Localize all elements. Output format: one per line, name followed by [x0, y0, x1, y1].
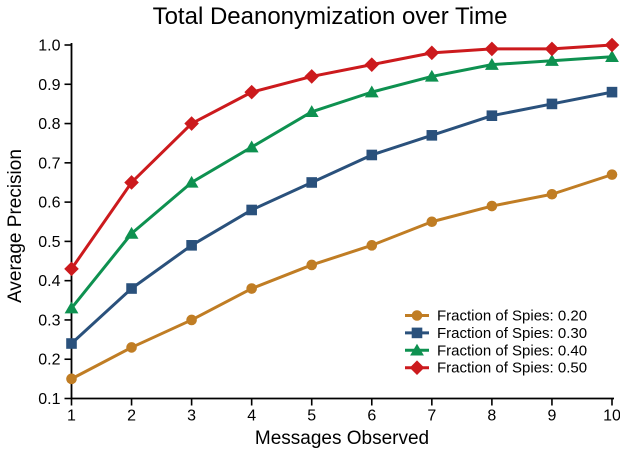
data-point-triangle [304, 105, 319, 117]
y-tick-label: 0.9 [38, 77, 60, 94]
data-point-diamond [424, 45, 440, 61]
data-point-circle [426, 216, 438, 228]
data-point-square [246, 204, 257, 216]
legend-label: Fraction of Spies: 0.50 [437, 360, 587, 377]
legend-item: Fraction of Spies: 0.40 [405, 342, 587, 359]
data-point-circle [126, 342, 137, 353]
data-point-square [411, 327, 423, 339]
data-point-square [186, 240, 197, 251]
x-axis-ticks: 1 2 3 4 5 6 7 8 9 10 [67, 398, 620, 425]
data-point-triangle [64, 301, 79, 314]
data-point-triangle [605, 50, 619, 62]
series-0 [66, 169, 618, 385]
y-tick-label: 0.1 [38, 391, 60, 408]
data-point-circle [546, 188, 558, 200]
y-tick-label: 0.7 [38, 155, 60, 172]
x-tick-label: 7 [427, 408, 436, 425]
data-point-triangle [244, 140, 259, 153]
data-point-square [426, 130, 438, 141]
series-2 [64, 50, 619, 314]
chart-title: Total Deanonymization over Time [152, 3, 508, 30]
x-tick-label: 2 [127, 408, 136, 425]
legend-label: Fraction of Spies: 0.40 [437, 342, 587, 359]
data-point-square [126, 283, 137, 294]
data-point-square [546, 98, 558, 110]
data-point-circle [246, 283, 257, 294]
x-tick-label: 8 [487, 408, 496, 425]
data-point-circle [411, 310, 423, 321]
x-tick-label: 3 [187, 408, 196, 425]
data-point-triangle [424, 69, 439, 82]
data-point-triangle [410, 343, 424, 356]
data-point-circle [186, 314, 197, 326]
data-point-diamond [64, 261, 79, 277]
y-tick-label: 0.8 [38, 116, 60, 133]
data-point-diamond [124, 175, 139, 190]
x-tick-label: 10 [603, 408, 620, 425]
series-line [70, 43, 614, 271]
data-point-triangle [124, 226, 139, 239]
series-line [70, 55, 614, 310]
data-point-diamond [484, 41, 500, 57]
data-point-circle [306, 259, 318, 271]
data-point-triangle [484, 58, 499, 70]
data-point-triangle [364, 85, 379, 98]
data-point-diamond [604, 37, 620, 53]
legend-label: Fraction of Spies: 0.30 [437, 325, 587, 342]
data-point-square [486, 110, 498, 121]
series-1 [66, 86, 618, 349]
y-axis-label: Average Precision [5, 149, 26, 303]
series-line [70, 173, 614, 381]
x-axis-label: Messages Observed [254, 428, 430, 449]
data-point-square [366, 149, 378, 161]
data-point-triangle [545, 54, 559, 66]
data-point-diamond [409, 360, 425, 375]
y-tick-label: 0.5 [38, 234, 60, 251]
y-tick-label: 0.3 [38, 312, 60, 329]
legend-label: Fraction of Spies: 0.20 [437, 308, 587, 325]
y-tick-label: 1.0 [38, 38, 60, 55]
x-tick-label: 9 [547, 408, 556, 425]
data-point-diamond [304, 69, 320, 84]
data-point-diamond [364, 57, 380, 72]
series-3 [64, 37, 620, 277]
series-line [70, 90, 614, 346]
x-tick-label: 5 [307, 408, 316, 425]
y-tick-label: 0.6 [38, 195, 60, 212]
legend-item: Fraction of Spies: 0.20 [405, 308, 587, 325]
data-point-circle [606, 169, 618, 180]
x-tick-label: 6 [367, 408, 376, 425]
x-tick-label: 4 [247, 408, 256, 425]
data-point-diamond [544, 41, 560, 57]
data-point-triangle [184, 175, 199, 188]
data-point-diamond [184, 116, 199, 131]
data-point-circle [66, 373, 77, 385]
y-tick-label: 0.2 [38, 352, 60, 369]
x-tick-label: 1 [67, 408, 76, 425]
legend-item: Fraction of Spies: 0.30 [405, 325, 587, 342]
legend-item: Fraction of Spies: 0.50 [405, 360, 587, 377]
y-axis-ticks: 0.1 0.2 0.3 0.4 0.5 0.6 0.7 0.8 0.9 1.0 [38, 38, 72, 408]
data-point-circle [486, 200, 498, 212]
data-point-square [66, 338, 77, 349]
data-point-circle [366, 240, 378, 251]
data-point-square [606, 86, 618, 98]
y-tick-label: 0.4 [38, 273, 60, 290]
data-point-diamond [244, 84, 259, 100]
data-point-square [306, 177, 318, 188]
